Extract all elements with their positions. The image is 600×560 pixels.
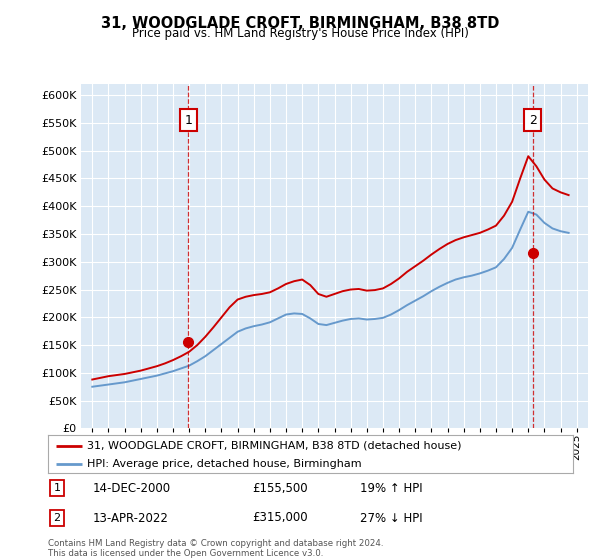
Text: 31, WOODGLADE CROFT, BIRMINGHAM, B38 8TD: 31, WOODGLADE CROFT, BIRMINGHAM, B38 8TD [101, 16, 499, 31]
Text: 1: 1 [53, 483, 61, 493]
Text: 13-APR-2022: 13-APR-2022 [93, 511, 169, 525]
Text: 31, WOODGLADE CROFT, BIRMINGHAM, B38 8TD (detached house): 31, WOODGLADE CROFT, BIRMINGHAM, B38 8TD… [88, 441, 462, 451]
Text: 27% ↓ HPI: 27% ↓ HPI [360, 511, 422, 525]
Text: 2: 2 [529, 114, 537, 127]
Text: HPI: Average price, detached house, Birmingham: HPI: Average price, detached house, Birm… [88, 459, 362, 469]
Text: 14-DEC-2000: 14-DEC-2000 [93, 482, 171, 495]
Text: £155,500: £155,500 [252, 482, 308, 495]
Text: 2: 2 [53, 513, 61, 523]
Text: 19% ↑ HPI: 19% ↑ HPI [360, 482, 422, 495]
Text: Contains HM Land Registry data © Crown copyright and database right 2024.
This d: Contains HM Land Registry data © Crown c… [48, 539, 383, 558]
Text: Price paid vs. HM Land Registry's House Price Index (HPI): Price paid vs. HM Land Registry's House … [131, 27, 469, 40]
Text: £315,000: £315,000 [252, 511, 308, 525]
Text: 1: 1 [184, 114, 193, 127]
